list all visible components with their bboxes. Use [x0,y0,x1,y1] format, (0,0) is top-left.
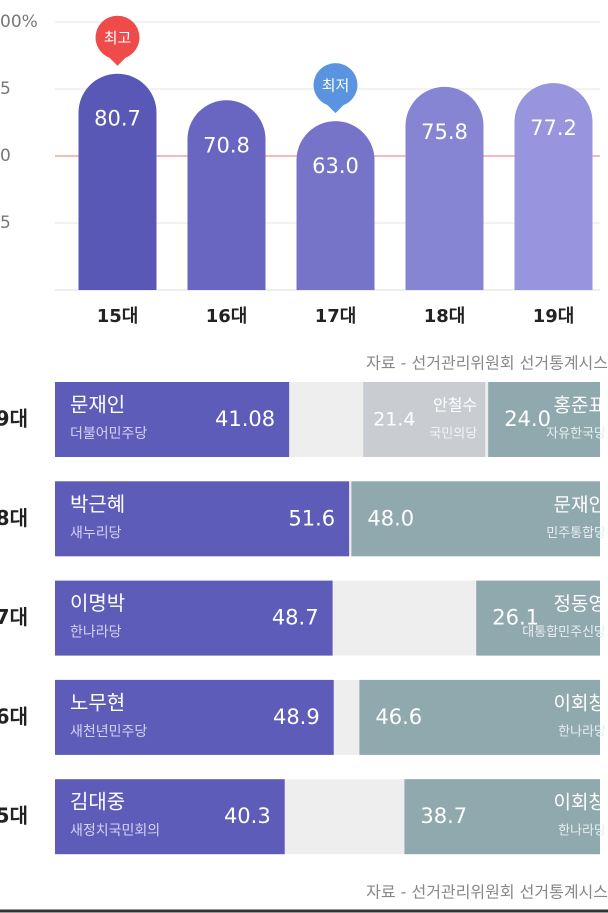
winner-value: 48.9 [273,705,320,729]
winner-bar [55,779,285,855]
row-label: 6대 [0,704,28,728]
winner-name: 이명박 [70,591,125,615]
third-name: 안철수 [433,396,477,415]
badge-label: 최고 [104,29,132,47]
winner-value: 40.3 [224,804,271,828]
winner-value: 41.08 [215,407,275,431]
winner-name: 문재인 [70,393,125,417]
runner-up-name: 정동영 [554,593,606,615]
bar [296,121,375,290]
runner-up-bar [404,779,600,855]
runner-up-bar [488,382,600,457]
third-bar [363,382,486,457]
value-label: 63.0 [312,154,359,178]
winner-party: 새정치국민회의 [70,823,160,839]
third-party: 국민의당 [429,427,477,442]
badge-label: 최저 [322,77,350,95]
x-tick-label: 17대 [315,306,357,327]
source: 자료 - 선거관리위원회 선거통계시스 [366,883,608,902]
winner-value: 51.6 [288,506,335,530]
value-label: 80.7 [94,107,141,131]
bar [514,83,593,290]
y-tick-label: 5 [0,213,11,233]
source: 자료 - 선거관리위원회 선거통계시스 [366,354,608,373]
badge [313,63,358,114]
runner-up-bar [476,580,600,656]
runner-up-party: 대통합민주신당 [522,625,606,640]
runner-up-value: 24.0 [504,407,551,431]
runner-up-name: 홍준표 [554,395,606,417]
value-label: 75.8 [421,120,468,144]
row-label: 9대 [0,407,28,431]
badge [95,15,140,66]
winner-bar [55,382,290,457]
runner-up-value: 38.7 [420,804,467,828]
winner-name: 김대중 [70,790,125,814]
bar [405,86,484,290]
runner-up-party: 자유한국당 [546,427,606,442]
bar [187,100,266,290]
winner-value: 48.7 [272,606,319,630]
y-tick-label: 5 [0,79,11,99]
runner-up-bar [359,679,600,755]
runner-up-value: 48.0 [367,506,414,530]
winner-party: 한나라당 [70,625,122,641]
runner-up-party: 한나라당 [558,724,606,739]
winner-party: 더불어민주당 [70,426,147,442]
runner-up-bar [351,481,600,557]
row-label: 5대 [0,804,28,828]
winner-bar [55,679,334,755]
value-label: 77.2 [530,116,577,140]
x-tick-label: 15대 [97,306,139,327]
runner-up-party: 민주통합당 [546,526,606,541]
x-tick-label: 19대 [533,306,575,327]
runner-up-party: 한나라당 [558,824,606,839]
row-label: 7대 [0,605,28,629]
winner-bar [55,481,350,557]
runner-up-name: 문재인 [554,494,606,516]
runner-up-name: 이회창 [554,692,606,714]
winner-bar [55,580,333,656]
winner-party: 새누리당 [70,525,122,541]
runner-up-value: 46.6 [375,705,422,729]
winner-party: 새천년민주당 [70,724,147,740]
third-value: 21.4 [373,409,415,431]
winner-name: 박근혜 [70,492,125,516]
y-tick-label: 00% [0,12,38,32]
row-label: 8대 [0,506,28,530]
y-tick-label: 0 [0,146,11,166]
runner-up-name: 이회창 [554,792,606,814]
x-tick-label: 16대 [206,306,248,327]
bar [78,73,157,290]
runner-up-value: 26.1 [492,606,539,630]
value-label: 70.8 [203,133,250,157]
winner-name: 노무현 [70,690,125,714]
x-tick-label: 18대 [424,306,466,327]
